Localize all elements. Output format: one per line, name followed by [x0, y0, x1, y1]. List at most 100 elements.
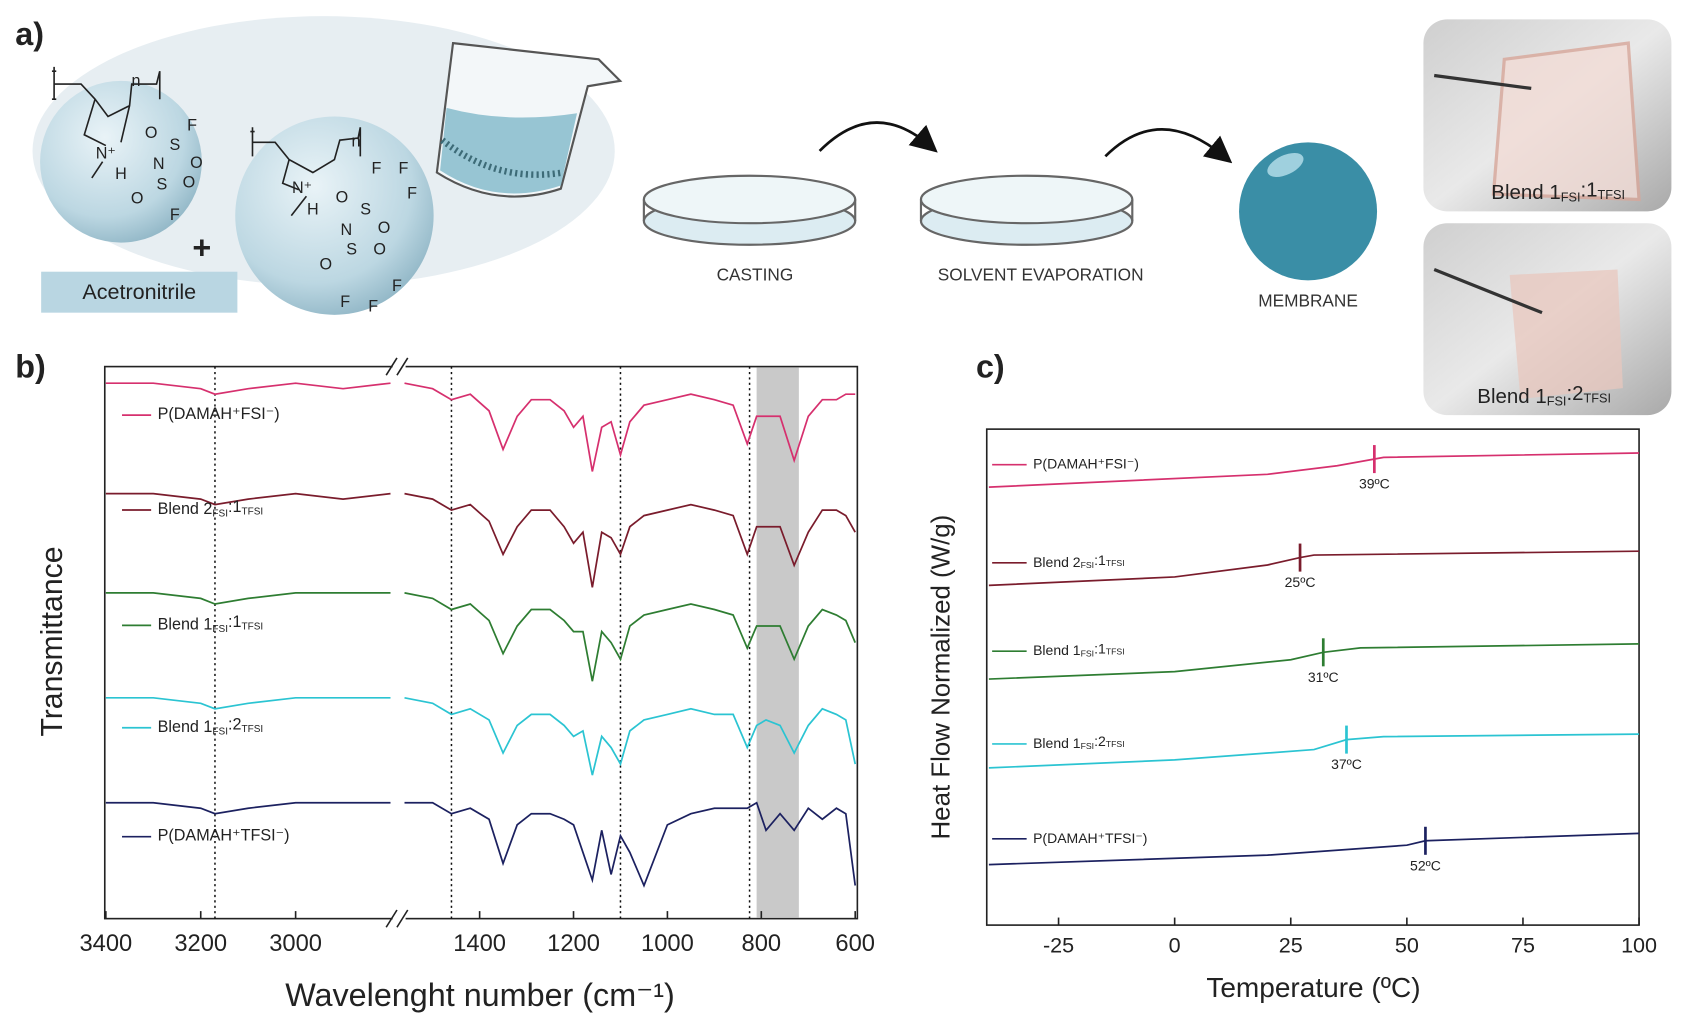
atom: H [115, 165, 127, 183]
beaker [435, 41, 623, 198]
atom: F [187, 116, 197, 134]
arrow [1104, 128, 1233, 164]
atom: O [373, 240, 386, 258]
y-axis-label: Heat Flow Normalized (W/g) [927, 515, 955, 840]
atom: N⁺ [292, 179, 312, 197]
photo-label: Blend 1FSI:1TFSI [1491, 179, 1625, 205]
photo-label: Blend 1FSI:2TFSI [1477, 383, 1611, 409]
x-tick-label: 100 [1621, 932, 1657, 957]
atom: N⁺ [96, 144, 116, 162]
atom: F [170, 206, 180, 224]
shaded-range [756, 367, 799, 918]
atom: F [392, 277, 402, 295]
tg-label: 39ºC [1359, 476, 1390, 492]
bonds [51, 66, 362, 217]
molecule-bubble [235, 116, 434, 315]
axis-break [385, 355, 409, 928]
legend-label: Blend 1FSI:1TFSI [158, 613, 264, 634]
dsc-line [988, 832, 1640, 866]
atom: n [132, 72, 141, 90]
photo [1423, 19, 1672, 416]
spectrum-line [404, 696, 857, 776]
atom: n [351, 133, 360, 151]
atom: F [340, 293, 350, 311]
tg-label: 31ºC [1308, 669, 1339, 685]
plot-frame [985, 428, 1640, 926]
legend-label: P(DAMAH⁺TFSI⁻) [1033, 830, 1147, 846]
atom: F [407, 184, 417, 202]
tg-label: 52ºC [1410, 857, 1441, 873]
dsc-line [988, 643, 1640, 680]
atom: O [131, 190, 144, 208]
legend-label: Blend 1FSI:2TFSI [1033, 733, 1125, 751]
legend-label: Blend 2FSI:1TFSI [1033, 552, 1125, 570]
x-tick-label: 600 [835, 931, 875, 957]
x-tick-label: 3400 [79, 931, 132, 957]
step-label: MEMBRANE [1258, 290, 1358, 310]
x-axis-label: Temperature (ºC) [1206, 972, 1420, 1003]
x-tick-label: 1400 [453, 931, 506, 957]
atom: S [157, 176, 168, 194]
solvent-label: Acetronitrile [82, 279, 196, 304]
atom: N [340, 221, 352, 239]
dsc-line [988, 733, 1640, 769]
atom: F [372, 160, 382, 178]
x-tick-label: 1200 [547, 931, 600, 957]
arrow [818, 121, 938, 153]
molecule-bubble [40, 80, 202, 243]
tg-label: 37ºC [1331, 756, 1362, 772]
atom: O [378, 219, 391, 237]
dsc-line [988, 550, 1640, 587]
atom: S [360, 201, 371, 219]
panel-label: a) [15, 16, 44, 52]
atom: O [320, 256, 333, 274]
spectrum-line [105, 592, 391, 605]
membrane [1239, 142, 1378, 281]
atom: F [398, 160, 408, 178]
atom: F [368, 298, 378, 316]
atom: N [153, 155, 165, 173]
x-tick-label: -25 [1043, 932, 1074, 957]
x-tick-label: 25 [1279, 932, 1303, 957]
legend-label: Blend 1FSI:1TFSI [1033, 640, 1125, 658]
atom: H [307, 201, 319, 219]
petri-dish [642, 174, 1134, 246]
legend-label: Blend 1FSI:2TFSI [158, 716, 264, 737]
spectrum-line [404, 382, 856, 472]
membrane-highlight [1267, 152, 1304, 177]
x-tick-label: 3200 [174, 931, 227, 957]
atom: O [145, 124, 158, 142]
step-label: SOLVENT EVAPORATION [938, 265, 1144, 285]
tg-label: 25ºC [1285, 574, 1316, 590]
spectrum-line [404, 592, 856, 682]
atom: O [183, 174, 196, 192]
y-axis-label: Transmittance [36, 547, 69, 737]
atom: S [169, 136, 180, 154]
spectrum-line [105, 382, 391, 396]
spectrum-line [105, 696, 391, 710]
x-tick-label: 0 [1169, 932, 1181, 957]
x-tick-label: 800 [742, 931, 782, 957]
spectrum-line [105, 492, 391, 506]
spectrum-line [404, 492, 856, 588]
legend-label: P(DAMAH⁺FSI⁻) [1033, 455, 1139, 471]
x-tick-label: 3000 [269, 931, 322, 957]
dsc-line [988, 452, 1640, 488]
x-tick-label: 1000 [641, 931, 694, 957]
x-tick-label: 50 [1395, 932, 1419, 957]
panel-label: c) [976, 348, 1005, 384]
step-label: CASTING [717, 265, 794, 285]
atom: S [346, 240, 357, 258]
plus-sign: + [192, 230, 211, 266]
legend-label: P(DAMAH⁺FSI⁻) [158, 405, 280, 423]
x-tick-label: 75 [1511, 932, 1535, 957]
legend-label: P(DAMAH⁺TFSI⁻) [158, 827, 290, 845]
atom: O [190, 154, 203, 172]
spectrum-line [404, 801, 857, 888]
spectrum-line [105, 801, 391, 815]
legend-label: Blend 2FSI:1TFSI [158, 498, 264, 519]
plot-frame [103, 365, 859, 920]
panel-label: b) [15, 348, 46, 384]
solvent-box [41, 271, 238, 313]
x-axis-label: Wavelenght number (cm⁻¹) [285, 977, 675, 1013]
